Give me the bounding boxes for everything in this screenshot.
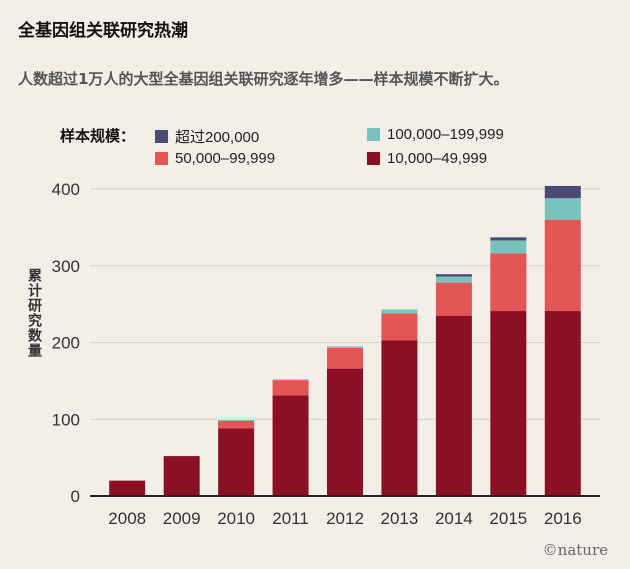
legend-label: 100,000–199,999 <box>387 126 504 143</box>
legend-swatch <box>367 128 380 141</box>
bar-segment <box>272 395 309 496</box>
bar-segment <box>218 420 255 429</box>
legend-item-100000-199999: 100,000–199,999 <box>367 126 504 143</box>
bar-segment <box>272 379 309 381</box>
legend-label: 10,000–49,999 <box>387 150 488 167</box>
legend-label: 超过200,000 <box>175 129 260 146</box>
bar-segment <box>490 253 527 312</box>
x-tick-label: 2013 <box>381 509 419 528</box>
bar-segment <box>109 480 146 496</box>
bar-segment <box>435 282 472 316</box>
x-tick-label: 2015 <box>489 509 527 528</box>
bar-segment <box>327 368 363 496</box>
legend-swatch <box>155 130 168 143</box>
bar-segment <box>218 420 255 421</box>
bar-segment <box>381 309 418 314</box>
y-tick-label: 100 <box>52 410 80 429</box>
bar-segment <box>435 315 472 496</box>
legend-item-50000-99999: 50,000–99,999 <box>155 150 275 167</box>
y-tick-label: 200 <box>52 334 80 353</box>
bar-segment <box>490 240 527 254</box>
y-tick-label: 300 <box>52 257 80 276</box>
y-axis-label: 累计研究数量 <box>26 268 42 358</box>
chart-title: 全基因组关联研究热潮 <box>18 21 188 41</box>
bar-segment <box>218 428 255 496</box>
bar-segment <box>544 198 581 220</box>
bar-segment <box>327 347 363 369</box>
legend-label: 50,000–99,999 <box>175 150 276 167</box>
y-tick-label: 400 <box>52 180 80 199</box>
legend-item-over-200000: 超过200,000 <box>155 126 259 147</box>
x-tick-label: 2012 <box>326 509 364 528</box>
bar-segment <box>435 276 472 283</box>
y-tick-label: 0 <box>71 487 80 506</box>
x-tick-label: 2010 <box>217 509 255 528</box>
bar-segment <box>381 340 418 496</box>
bar-segment <box>272 380 309 396</box>
nature-logo: ©nature <box>542 541 608 559</box>
legend-title: 样本规模： <box>60 127 136 145</box>
bar-segment <box>381 313 418 341</box>
legend-swatch <box>367 152 380 165</box>
bar-segment <box>163 456 200 496</box>
legend-item-10000-49999: 10,000–49,999 <box>367 150 487 167</box>
bar-segment <box>544 185 581 199</box>
bar-segment <box>327 346 363 348</box>
x-tick-label: 2014 <box>435 509 473 528</box>
bar-segment <box>490 311 527 496</box>
chart-subtitle: 人数超过1万人的大型全基因组关联研究逐年增多——样本规模不断扩大。 <box>18 70 509 88</box>
x-tick-label: 2016 <box>544 509 582 528</box>
x-tick-label: 2009 <box>163 509 201 528</box>
bar-segment <box>544 219 581 312</box>
bar-segment <box>435 274 472 277</box>
bar-segment <box>490 237 527 241</box>
x-tick-label: 2011 <box>272 509 309 528</box>
x-tick-label: 2008 <box>108 509 146 528</box>
legend-swatch <box>155 152 168 165</box>
bar-segment <box>544 311 581 496</box>
